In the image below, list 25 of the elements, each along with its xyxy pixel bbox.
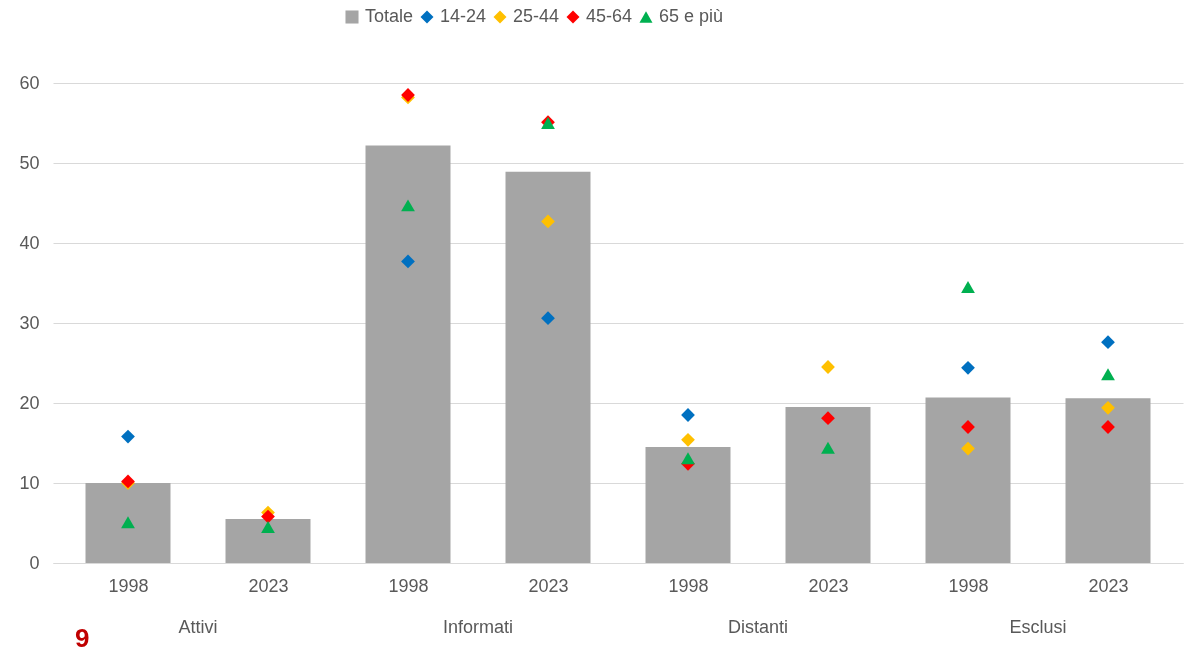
y-tick-label: 20 xyxy=(19,392,40,413)
y-tick-label: 10 xyxy=(19,472,40,493)
x-tick-label: 1998 xyxy=(668,575,709,596)
x-tick-label: 2023 xyxy=(808,575,849,596)
x-tick-label: 2023 xyxy=(248,575,289,596)
text: Attivi xyxy=(178,617,218,637)
x-tick-label: 1998 xyxy=(108,575,149,596)
text: Esclusi xyxy=(1009,617,1067,637)
legend-label: 14-24 xyxy=(440,6,487,26)
x-tick-label: 1998 xyxy=(948,575,989,596)
x-tick-label: 1998 xyxy=(388,575,429,596)
legend-label: 45-64 xyxy=(586,6,633,26)
x-tick-label: 2023 xyxy=(1088,575,1129,596)
legend-label: 65 e più xyxy=(659,6,724,26)
y-tick-label: 40 xyxy=(19,232,40,253)
text: 9 xyxy=(75,623,90,652)
x-tick-label: 2023 xyxy=(528,575,569,596)
legend-label: 25-44 xyxy=(513,6,560,26)
text: Informati xyxy=(442,617,514,637)
y-tick-label: 60 xyxy=(19,72,40,93)
text: Distanti xyxy=(727,617,789,637)
legend-label: Totale xyxy=(365,6,414,26)
y-tick-label: 30 xyxy=(19,312,40,333)
y-tick-label: 50 xyxy=(19,152,40,173)
y-tick-label: 0 xyxy=(29,552,40,573)
